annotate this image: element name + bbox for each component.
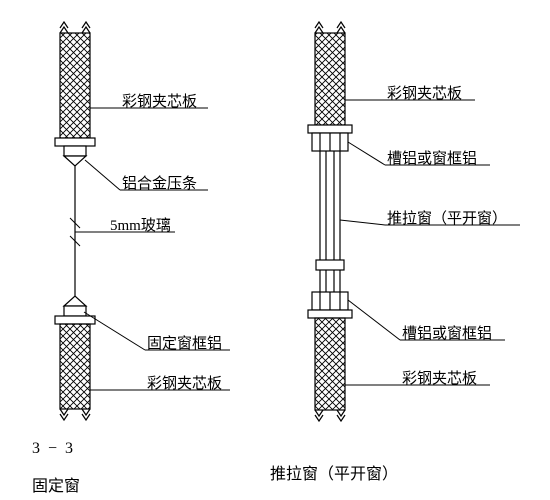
top-panel-left [60,33,90,138]
label-right-sash: 推拉窗（平开窗） [387,207,507,228]
label-left-frame: 固定窗框铝 [147,332,222,353]
label-left-glass: 5mm玻璃 [110,214,171,235]
label-right-channel-bot: 槽铝或窗框铝 [402,322,492,343]
left-caption-2: 固定窗 [32,472,80,496]
label-left-strip: 铝合金压条 [122,172,197,193]
bottom-panel-right [315,318,345,410]
label-left-panel-top: 彩钢夹芯板 [122,90,197,111]
label-right-panel-bot: 彩钢夹芯板 [402,367,477,388]
section-diagram [0,0,550,500]
label-right-channel-top: 槽铝或窗框铝 [387,147,477,168]
top-panel-right [315,33,345,125]
left-caption-1: 3 − 3 [32,440,75,458]
bottom-panel-left [60,324,90,409]
right-caption: 推拉窗（平开窗） [270,460,398,484]
label-left-panel-bot: 彩钢夹芯板 [147,372,222,393]
label-right-panel-top: 彩钢夹芯板 [387,82,462,103]
